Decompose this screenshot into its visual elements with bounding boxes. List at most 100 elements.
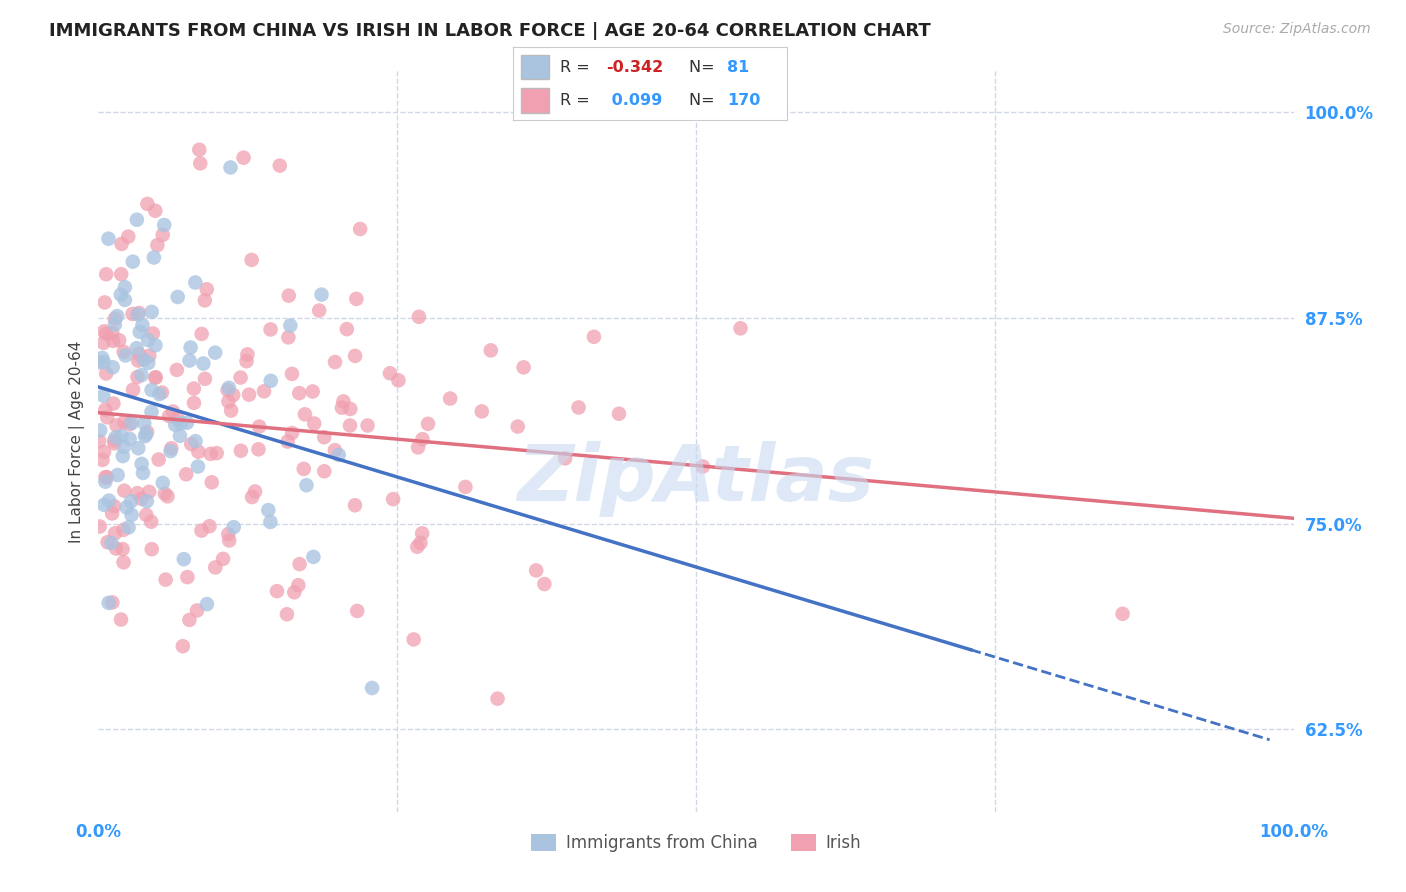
- Point: [112, 344, 135, 359]
- Point: [142, 251, 165, 265]
- Point: [486, 691, 509, 706]
- Point: [288, 557, 311, 571]
- Point: [332, 394, 354, 409]
- Point: [112, 415, 135, 429]
- Point: [104, 526, 127, 541]
- Point: [148, 452, 170, 467]
- Point: [218, 381, 240, 395]
- Point: [93, 355, 115, 369]
- Point: [183, 396, 205, 410]
- Text: 81: 81: [727, 60, 749, 75]
- Point: [323, 355, 346, 369]
- Point: [135, 427, 157, 442]
- Point: [117, 229, 139, 244]
- Point: [96, 535, 118, 549]
- Point: [112, 483, 135, 498]
- Point: [257, 503, 280, 517]
- Point: [411, 526, 433, 541]
- Point: [87, 355, 110, 369]
- Point: [134, 416, 156, 430]
- Point: [247, 442, 270, 457]
- Point: [132, 352, 155, 367]
- Point: [138, 349, 160, 363]
- Point: [219, 403, 242, 417]
- Point: [156, 489, 179, 503]
- Point: [96, 267, 118, 281]
- Point: [184, 434, 207, 449]
- Point: [91, 389, 114, 403]
- Point: [349, 222, 371, 236]
- Point: [114, 293, 136, 307]
- Point: [281, 425, 304, 440]
- Point: [314, 464, 336, 478]
- Text: 170: 170: [727, 93, 761, 108]
- Text: R =: R =: [560, 60, 595, 75]
- Point: [283, 585, 305, 599]
- Text: 0.099: 0.099: [606, 93, 662, 108]
- Point: [243, 484, 266, 499]
- Point: [200, 447, 222, 461]
- Point: [136, 333, 159, 347]
- Point: [141, 542, 163, 557]
- Point: [162, 404, 184, 418]
- Point: [512, 360, 534, 375]
- Point: [280, 318, 302, 333]
- Point: [135, 494, 157, 508]
- Point: [110, 236, 132, 251]
- Point: [188, 143, 211, 157]
- Legend: Immigrants from China, Irish: Immigrants from China, Irish: [524, 828, 868, 859]
- Point: [311, 287, 333, 301]
- Point: [127, 442, 149, 456]
- Point: [607, 407, 630, 421]
- Point: [328, 448, 350, 462]
- Point: [94, 326, 117, 341]
- Point: [533, 577, 555, 591]
- Point: [194, 293, 217, 308]
- Point: [112, 440, 135, 454]
- Point: [277, 330, 299, 344]
- Point: [94, 402, 117, 417]
- Point: [146, 238, 169, 252]
- Point: [259, 322, 281, 336]
- Point: [247, 419, 270, 434]
- Point: [100, 536, 122, 550]
- Point: [294, 408, 316, 422]
- Point: [195, 597, 218, 611]
- Point: [97, 596, 120, 610]
- Point: [101, 326, 124, 340]
- Text: -0.342: -0.342: [606, 60, 664, 75]
- Point: [136, 197, 159, 211]
- Point: [730, 321, 752, 335]
- Point: [131, 368, 153, 383]
- Point: [101, 334, 124, 348]
- Point: [131, 457, 153, 471]
- Point: [107, 468, 129, 483]
- Point: [131, 318, 153, 333]
- Point: [222, 520, 245, 534]
- FancyBboxPatch shape: [522, 54, 548, 79]
- Point: [201, 475, 224, 490]
- Point: [204, 345, 226, 359]
- Point: [142, 326, 165, 341]
- Point: [153, 486, 176, 500]
- Point: [118, 432, 141, 446]
- Point: [91, 351, 114, 365]
- Point: [91, 453, 114, 467]
- Point: [93, 335, 115, 350]
- Point: [314, 430, 336, 444]
- Point: [190, 326, 212, 341]
- Text: IMMIGRANTS FROM CHINA VS IRISH IN LABOR FORCE | AGE 20-64 CORRELATION CHART: IMMIGRANTS FROM CHINA VS IRISH IN LABOR …: [49, 22, 931, 40]
- Point: [269, 159, 291, 173]
- Point: [218, 533, 240, 548]
- Point: [554, 451, 576, 466]
- Point: [204, 560, 226, 574]
- Point: [145, 370, 167, 384]
- Point: [114, 349, 136, 363]
- Point: [89, 423, 111, 437]
- Point: [339, 418, 361, 433]
- Point: [166, 412, 188, 426]
- Point: [361, 681, 384, 695]
- Point: [110, 287, 132, 301]
- Point: [132, 466, 155, 480]
- Point: [105, 309, 128, 323]
